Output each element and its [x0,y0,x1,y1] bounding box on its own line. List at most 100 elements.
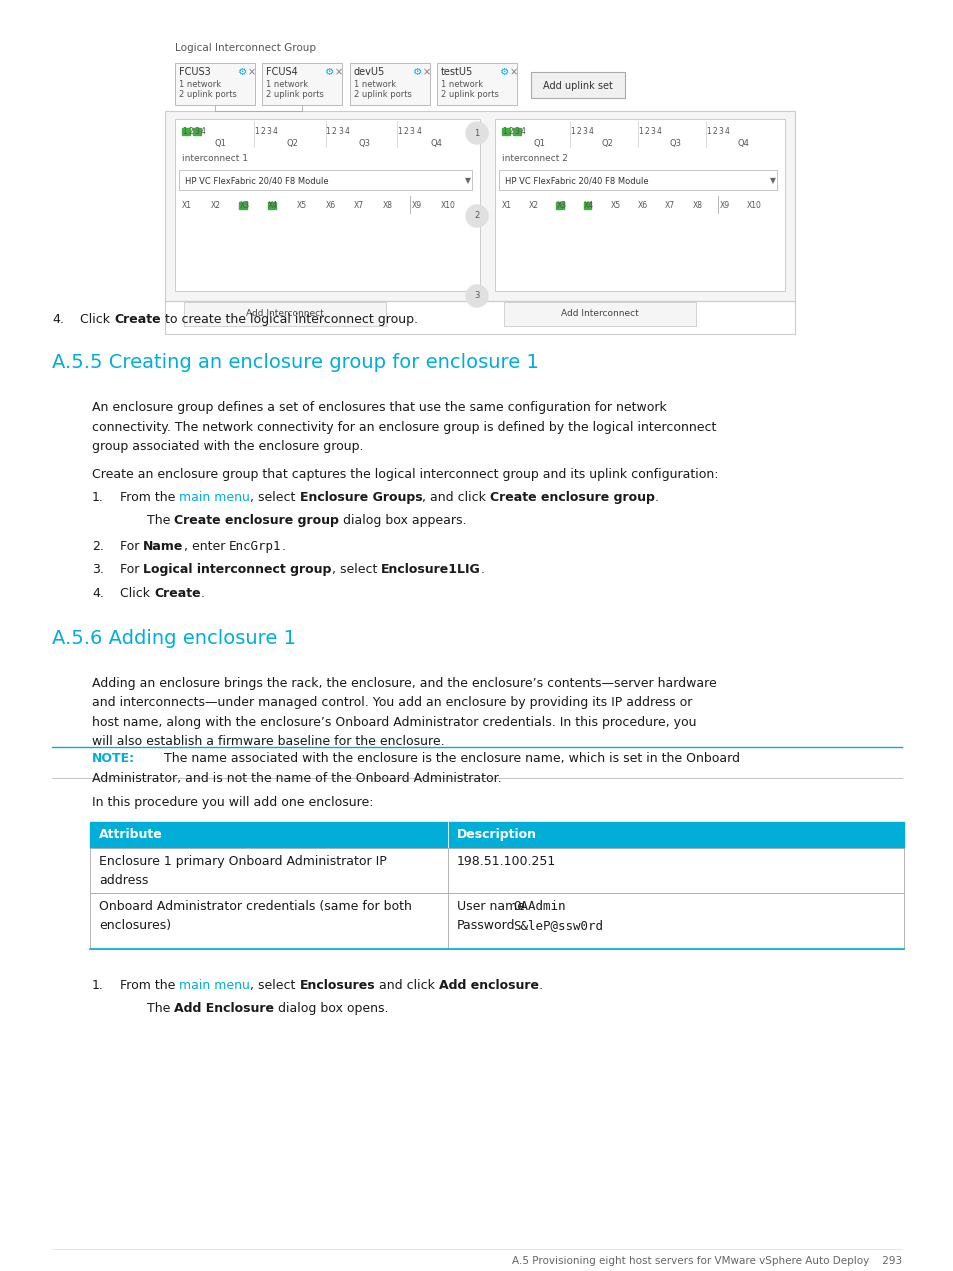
Bar [90,821,903,848]
Text: Create enclosure group: Create enclosure group [174,513,339,527]
Text: 3.: 3. [91,563,104,576]
Text: .: . [538,979,542,991]
Text: Q1: Q1 [533,139,544,147]
Text: Add Enclosure: Add Enclosure [174,1002,274,1016]
FancyBboxPatch shape [262,64,341,105]
Text: 3: 3 [650,127,655,136]
Text: and interconnects—under managed control. You add an enclosure by providing its I: and interconnects—under managed control.… [91,697,692,709]
Text: X4: X4 [268,201,278,210]
Text: 4.: 4. [91,586,104,600]
Text: Adding an enclosure brings the rack, the enclosure, and the enclosure’s contents: Adding an enclosure brings the rack, the… [91,676,716,689]
Text: ▼: ▼ [464,177,471,186]
Text: 4: 4 [657,127,661,136]
Text: group associated with the enclosure group.: group associated with the enclosure grou… [91,440,363,452]
Circle shape [465,122,488,144]
Text: FCUS4: FCUS4 [266,67,297,78]
Text: 1 network: 1 network [440,80,482,89]
Text: For: For [120,563,143,576]
Text: 2 uplink ports: 2 uplink ports [266,90,323,99]
Text: 4: 4 [520,127,525,136]
Text: X5: X5 [296,201,307,210]
Text: 2 uplink ports: 2 uplink ports [440,90,498,99]
Text: Password: Password [456,919,516,932]
Text: FCUS3: FCUS3 [179,67,211,78]
Text: EncGrp1: EncGrp1 [229,539,281,553]
Text: S&leP@ssw0rd: S&leP@ssw0rd [513,919,602,932]
FancyBboxPatch shape [350,64,430,105]
Text: A.5.5 Creating an enclosure group for enclosure 1: A.5.5 Creating an enclosure group for en… [52,353,538,372]
Text: Attribute: Attribute [99,827,163,841]
Text: 3: 3 [474,291,479,300]
Text: main menu: main menu [179,979,250,991]
Text: , and click: , and click [422,491,490,503]
Text: 2: 2 [188,127,193,136]
Text: 4: 4 [588,127,593,136]
Text: A.5.6 Adding enclosure 1: A.5.6 Adding enclosure 1 [52,628,295,647]
FancyBboxPatch shape [184,302,386,325]
Text: Create: Create [153,586,200,600]
Bar [193,127,200,135]
Text: , select: , select [250,979,299,991]
Circle shape [465,205,488,228]
Text: X4: X4 [583,201,593,210]
Text: 1: 1 [253,127,258,136]
Text: enclosures): enclosures) [99,919,171,932]
Text: 2: 2 [332,127,336,136]
Text: 2: 2 [474,211,479,220]
Text: 2: 2 [508,127,513,136]
Text: Add Interconnect: Add Interconnect [560,310,639,319]
Text: 2 uplink ports: 2 uplink ports [179,90,236,99]
Text: 1 network: 1 network [354,80,395,89]
Text: 3: 3 [194,127,199,136]
Text: 3: 3 [410,127,415,136]
Text: host name, along with the enclosure’s Onboard Administrator credentials. In this: host name, along with the enclosure’s On… [91,716,696,728]
Text: Enclosure 1 primary Onboard Administrator IP: Enclosure 1 primary Onboard Administrato… [99,854,386,868]
Text: 198.51.100.251: 198.51.100.251 [456,854,556,868]
Text: interconnect 2: interconnect 2 [501,154,567,163]
Text: ×: × [510,67,517,78]
Text: 3: 3 [718,127,722,136]
Text: HP VC FlexFabric 20/40 F8 Module: HP VC FlexFabric 20/40 F8 Module [504,177,648,186]
Text: 1 network: 1 network [179,80,221,89]
Text: Logical Interconnect Group: Logical Interconnect Group [174,43,315,53]
Text: and click: and click [375,979,438,991]
Bar [90,892,903,948]
Text: Q2: Q2 [286,139,298,147]
Bar [165,111,794,301]
Text: connectivity. The network connectivity for an enclosure group is defined by the : connectivity. The network connectivity f… [91,421,716,433]
Text: X10: X10 [746,201,760,210]
Text: Create: Create [113,313,160,325]
Bar [174,119,479,291]
Text: ×: × [422,67,431,78]
FancyBboxPatch shape [179,170,472,189]
Text: .: . [200,586,204,600]
Text: 1: 1 [325,127,330,136]
Text: address: address [99,874,149,887]
Text: 2: 2 [712,127,717,136]
Text: Enclosure1LIG: Enclosure1LIG [381,563,480,576]
FancyBboxPatch shape [436,64,517,105]
Text: X3: X3 [556,201,566,210]
Text: 3: 3 [266,127,271,136]
Text: to create the logical interconnect group.: to create the logical interconnect group… [160,313,417,325]
Text: 2 uplink ports: 2 uplink ports [354,90,412,99]
Text: 4: 4 [724,127,729,136]
Text: X7: X7 [354,201,364,210]
Text: X1: X1 [501,201,512,210]
FancyBboxPatch shape [503,302,696,325]
Text: 1: 1 [396,127,401,136]
Bar [239,202,247,208]
Text: OAAdmin: OAAdmin [513,900,565,913]
Text: , select: , select [332,563,381,576]
Text: X2: X2 [211,201,220,210]
Text: interconnect 1: interconnect 1 [182,154,248,163]
Text: .: . [480,563,484,576]
Text: ⚙: ⚙ [413,67,422,78]
Text: 4: 4 [344,127,349,136]
Text: dialog box opens.: dialog box opens. [274,1002,389,1016]
Text: 1 network: 1 network [266,80,308,89]
Text: The name associated with the enclosure is the enclosure name, which is set in th: The name associated with the enclosure i… [148,752,740,765]
Text: Description: Description [456,827,537,841]
Text: Q4: Q4 [430,139,441,147]
Text: 1: 1 [182,127,187,136]
